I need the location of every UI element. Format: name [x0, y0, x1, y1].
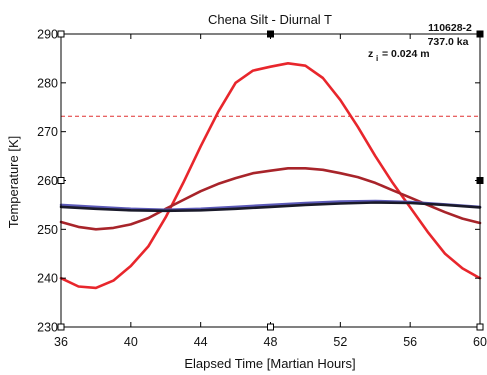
y-tick-label: 230 [37, 321, 58, 335]
annotation-depth-value: = 0.024 m [382, 48, 430, 60]
hollow-marker [476, 323, 484, 331]
y-tick-label: 240 [37, 272, 58, 286]
x-tick-label: 36 [54, 335, 68, 349]
y-tick-label: 280 [37, 76, 58, 90]
x-axis-label: Elapsed Time [Martian Hours] [184, 356, 355, 371]
y-tick-label: 250 [37, 223, 58, 237]
annotation-depth-symbol: z [368, 48, 373, 60]
y-tick-label: 270 [37, 125, 58, 139]
x-tick-label: 56 [403, 335, 417, 349]
annotation-id: 110628-2 [428, 22, 472, 34]
filled-marker [267, 30, 274, 38]
filled-marker [476, 177, 484, 184]
x-tick-label: 48 [264, 335, 278, 349]
x-tick-label: 40 [124, 335, 138, 349]
annotation-age: 737.0 ka [428, 36, 469, 48]
y-tick-label: 260 [37, 174, 58, 188]
hollow-marker [267, 323, 274, 331]
series-line-4 [59, 201, 482, 213]
series-line-1 [59, 62, 482, 290]
plot-area: 36 40 44 48 52 56 60 230 240 250 260 270 280 290 [37, 28, 487, 350]
hollow-marker [57, 177, 65, 184]
annotation-depth-subscript: i [376, 54, 378, 63]
x-tick-label: 52 [333, 335, 347, 349]
x-tick-label: 60 [473, 335, 487, 349]
y-axis-label: Temperature [K] [6, 136, 21, 229]
chart-title: Chena Silt - Diurnal T [208, 12, 332, 27]
series-line-2 [59, 167, 482, 231]
hollow-marker [57, 323, 65, 331]
annotation-block: 110628-2 737.0 ka z i = 0.024 m [368, 22, 472, 63]
x-tick-label: 44 [194, 335, 208, 349]
y-tick-label: 290 [37, 28, 58, 42]
axes-frame [60, 33, 481, 328]
hollow-marker [57, 30, 65, 38]
filled-marker [476, 30, 484, 38]
